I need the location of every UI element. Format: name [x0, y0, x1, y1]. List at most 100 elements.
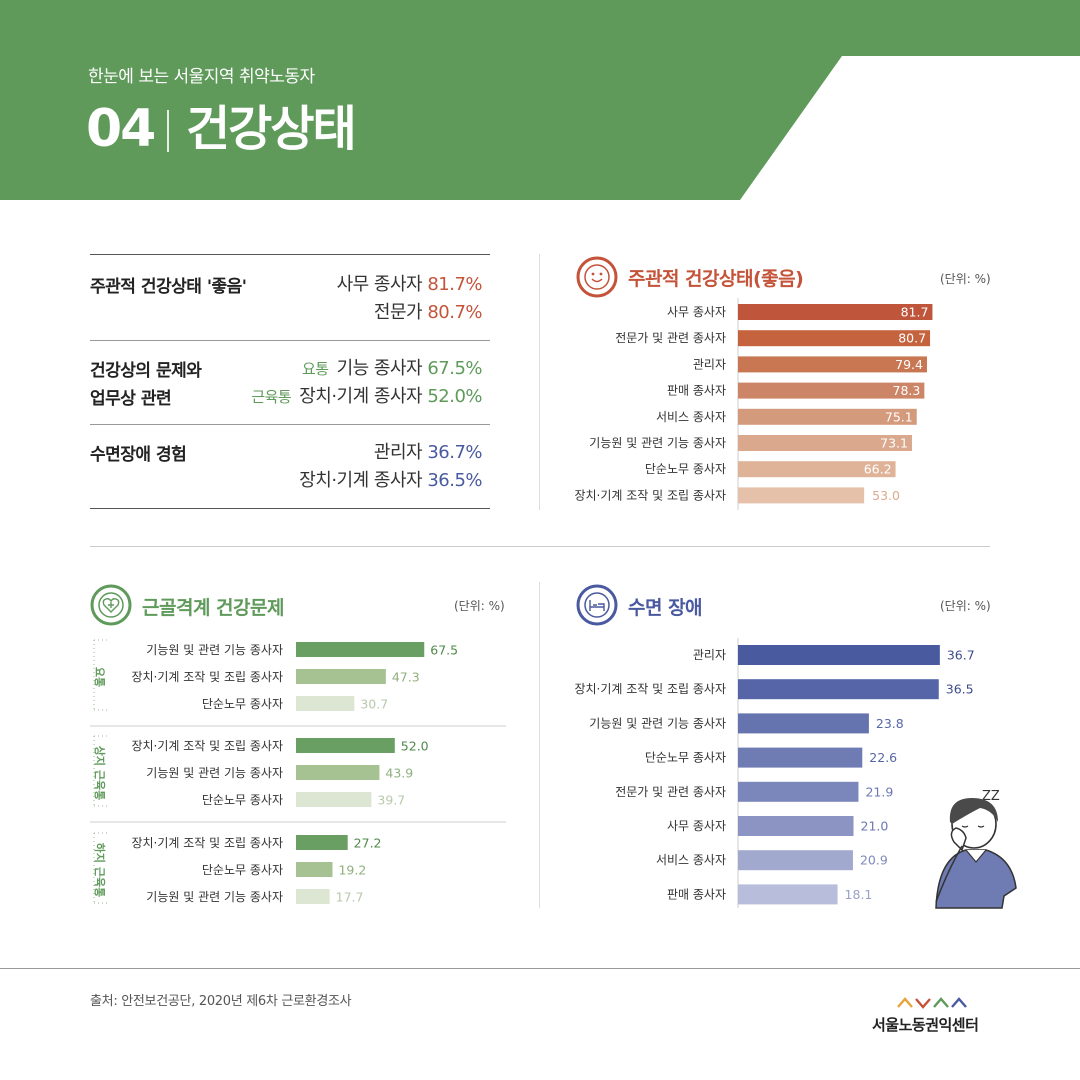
header-background	[0, 0, 1080, 200]
health-value-label: 80.7	[898, 331, 926, 346]
summary-value: 요통 기능 종사자 67.5%	[301, 354, 483, 380]
sleep-value-label: 21.9	[865, 784, 893, 799]
footer-divider	[0, 968, 1080, 969]
health-value-label: 75.1	[885, 409, 913, 424]
sleep-category-label: 기능원 및 관련 기능 종사자	[589, 716, 726, 730]
summary-label: 주관적 건강상태 '좋음'	[90, 277, 247, 297]
msk-category-label: 기능원 및 관련 기능 종사자	[146, 766, 283, 780]
summary-occupation: 기능 종사자	[336, 358, 428, 379]
health-panel-title: 주관적 건강상태(좋음)	[628, 268, 804, 290]
health-bar	[738, 461, 896, 478]
header-subtitle: 한눈에 보는 서울지역 취약노동자	[88, 67, 315, 87]
msk-category-label: 단순노무 종사자	[202, 793, 283, 807]
health-category-label: 단순노무 종사자	[645, 462, 726, 476]
summary-percent: 36.7%	[427, 442, 482, 463]
msk-category-label: 장치·기계 조작 및 조립 종사자	[131, 836, 283, 850]
msk-bar	[296, 792, 372, 807]
sleep-panel-title: 수면 장애	[628, 597, 703, 619]
health-bar	[738, 435, 912, 451]
summary-label: 건강상의 문제와	[90, 361, 202, 381]
sleep-category-label: 장치·기계 조작 및 조립 종사자	[574, 682, 726, 696]
msk-value-label: 17.7	[336, 890, 364, 905]
health-bar	[738, 382, 925, 399]
summary-tag: 근육통	[251, 388, 292, 406]
sleep-value-label: 36.5	[946, 682, 974, 697]
msk-bar	[296, 642, 425, 657]
health-value-label: 81.7	[901, 305, 929, 320]
msk-category-label: 장치·기계 조작 및 조립 종사자	[131, 739, 283, 753]
health-category-label: 전문가 및 관련 종사자	[615, 331, 726, 345]
health-bar	[738, 356, 927, 373]
header-banner: 한눈에 보는 서울지역 취약노동자 04 건강상태	[0, 0, 1080, 200]
msk-category-label: 단순노무 종사자	[202, 863, 283, 877]
summary-percent: 52.0%	[427, 386, 482, 407]
summary-label: 업무상 관련	[90, 389, 172, 409]
health-value-label: 73.1	[880, 436, 908, 451]
sleep-category-label: 단순노무 종사자	[645, 751, 726, 765]
health-value-label: 66.2	[864, 462, 892, 477]
summary-value: 근육통 장치·기계 종사자 52.0%	[251, 382, 482, 408]
summary-label: 수면장애 경험	[90, 445, 187, 465]
summary-value: 장치·기계 종사자 36.5%	[299, 466, 482, 492]
smiley-face-icon	[576, 256, 618, 298]
msk-value-label: 30.7	[360, 697, 388, 712]
summary-percent: 67.5%	[427, 358, 482, 379]
summary-percent: 80.7%	[427, 302, 482, 323]
sleep-panel-unit: (단위: %)	[940, 599, 991, 613]
summary-rule	[90, 508, 490, 509]
logo-mark-icon	[897, 997, 967, 1009]
msk-group-label: 상지 근육통	[93, 746, 107, 800]
msk-value-label: 27.2	[354, 836, 382, 851]
sleep-bar	[738, 713, 869, 734]
page-title: 건강상태	[186, 101, 357, 157]
section-number: 04	[86, 99, 156, 159]
msk-value-label: 43.9	[385, 766, 413, 781]
zz-text: ZZ	[982, 789, 1000, 804]
summary-occupation: 장치·기계 종사자	[299, 470, 428, 491]
msk-value-label: 19.2	[338, 863, 366, 878]
health-bar	[738, 487, 865, 504]
sleep-value-label: 18.1	[845, 887, 873, 902]
horizontal-divider	[90, 546, 990, 547]
summary-percent: 81.7%	[427, 274, 482, 295]
sleep-bar	[738, 816, 854, 836]
summary-occupation: 전문가	[373, 302, 428, 323]
summary-value: 관리자 36.7%	[374, 438, 483, 464]
summary-value: 사무 종사자 81.7%	[336, 270, 483, 296]
msk-bar	[296, 889, 330, 904]
sleep-category-label: 판매 종사자	[667, 887, 726, 901]
summary-rule	[90, 340, 490, 341]
sleep-bar	[738, 781, 859, 802]
msk-bar	[296, 669, 386, 684]
sleep-bar	[738, 645, 940, 665]
sleep-bar	[738, 679, 939, 700]
summary-occupation: 장치·기계 종사자	[299, 386, 428, 407]
health-category-label: 서비스 종사자	[656, 410, 726, 424]
msk-value-label: 52.0	[401, 739, 429, 754]
summary-occupation: 사무 종사자	[336, 274, 428, 295]
vertical-divider-top	[539, 254, 540, 510]
sleep-bar	[738, 747, 863, 768]
sleepy-person-illustration: ZZ	[935, 789, 1017, 909]
summary-tag: 요통	[301, 360, 329, 378]
msk-category-label: 장치·기계 조작 및 조립 종사자	[131, 670, 283, 684]
health-panel-unit: (단위: %)	[940, 272, 991, 286]
sleep-value-label: 36.7	[947, 648, 975, 663]
source-text: 출처: 안전보건공단, 2020년 제6차 근로환경조사	[90, 994, 352, 1009]
summary-percent: 36.5%	[427, 470, 482, 491]
msk-value-label: 39.7	[377, 793, 405, 808]
summary-value: 전문가 80.7%	[373, 298, 483, 324]
msk-group-label: 하지 근육통	[93, 843, 107, 897]
sleep-value-label: 23.8	[876, 716, 904, 731]
sleep-category-label: 전문가 및 관련 종사자	[615, 785, 726, 799]
health-value-label: 53.0	[872, 488, 900, 503]
summary-rule	[90, 254, 490, 255]
msk-bar	[296, 696, 355, 711]
msk-category-label: 기능원 및 관련 기능 종사자	[146, 890, 283, 904]
msk-bar	[296, 738, 395, 753]
health-category-label: 장치·기계 조작 및 조립 종사자	[574, 488, 726, 502]
health-bar	[738, 330, 931, 347]
health-bar	[738, 408, 917, 425]
sleep-category-label: 관리자	[693, 648, 726, 662]
